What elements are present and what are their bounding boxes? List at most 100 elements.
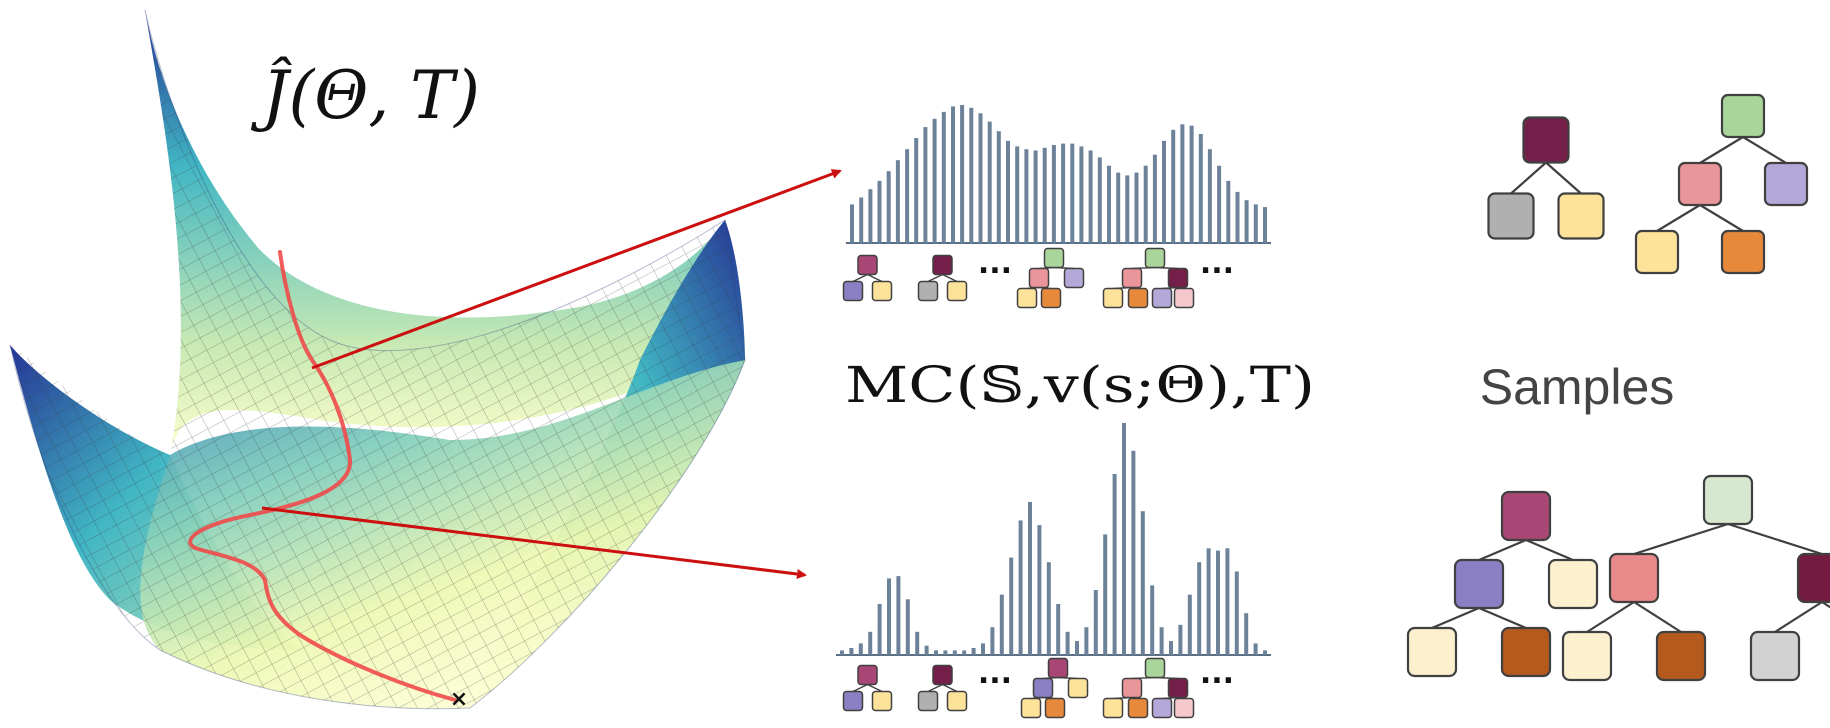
histogram-bar <box>952 650 957 655</box>
histogram-bar <box>941 111 946 244</box>
histogram-bar <box>1206 548 1211 655</box>
histogram-top <box>846 105 1271 244</box>
histogram-bar <box>896 576 901 655</box>
histogram-bar <box>1084 627 1089 655</box>
histogram-bar <box>1140 511 1145 655</box>
histogram-bar <box>905 149 910 243</box>
histogram-bar <box>1244 200 1249 243</box>
tree-node <box>1167 677 1189 699</box>
tree-edge <box>867 273 883 283</box>
histogram-bar <box>1171 129 1176 243</box>
tree-node <box>1043 247 1065 269</box>
tree-edge <box>1478 606 1527 630</box>
histogram-bar <box>934 650 938 655</box>
tree-node <box>1749 630 1801 682</box>
histogram-bar <box>1125 175 1130 243</box>
tree-edge <box>942 273 958 283</box>
histogram-bar <box>1150 585 1155 655</box>
tree-edge <box>1633 601 1682 633</box>
tree-node <box>857 664 878 686</box>
tree-node <box>917 280 939 302</box>
tree-node <box>917 690 939 712</box>
tree-edge <box>1727 522 1823 556</box>
histogram-bar <box>905 599 910 655</box>
sample-trees-top-right <box>1487 93 1809 275</box>
mini-sample-tree <box>842 664 893 712</box>
histogram-bar <box>1207 149 1212 243</box>
histogram-bar <box>1015 146 1020 243</box>
tree-edge <box>1633 522 1729 556</box>
mini-sample-tree <box>1016 247 1085 309</box>
histogram-bar <box>850 204 854 243</box>
histogram-bar <box>1056 604 1061 655</box>
histogram-bar <box>1028 501 1032 655</box>
tree-node <box>1167 267 1189 289</box>
mini-sample-tree <box>917 664 968 712</box>
histogram-bar <box>1065 631 1070 655</box>
histogram-bar <box>996 131 1001 243</box>
histogram-bar <box>1235 191 1240 243</box>
histogram-bar <box>1033 150 1038 243</box>
tree-node <box>932 664 953 686</box>
tree-edge <box>1821 601 1830 609</box>
tree-node <box>1020 697 1042 719</box>
histogram-bar <box>1159 627 1164 655</box>
tree-node <box>1040 287 1062 309</box>
mc-label: MC(𝕊,v(s;Θ),T) <box>845 356 1315 414</box>
tree-edge <box>942 683 958 693</box>
mini-sample-tree <box>842 254 893 302</box>
tree-node <box>1151 697 1173 719</box>
tree-node <box>932 254 953 276</box>
histogram-bar <box>1006 140 1010 243</box>
sample-tree <box>1406 490 1599 678</box>
tree-node <box>871 280 893 302</box>
optimization-path <box>188 250 457 702</box>
histogram-bar <box>859 197 864 243</box>
tree-node <box>1044 697 1066 719</box>
tree-node <box>1500 490 1552 542</box>
tree-node <box>1151 287 1173 309</box>
histogram-bar <box>1234 571 1239 655</box>
histogram-bar <box>1051 145 1056 243</box>
tree-node <box>1173 697 1195 719</box>
tree-node <box>1067 677 1089 699</box>
histogram-bar <box>868 189 873 243</box>
tree-node <box>1561 630 1613 682</box>
histogram-bar <box>1061 143 1066 243</box>
histogram-bar <box>1009 557 1014 655</box>
histogram-bar <box>1134 172 1139 243</box>
histogram-bar <box>1187 594 1192 655</box>
tree-node <box>1547 558 1599 610</box>
tree-node <box>1796 552 1830 604</box>
mini-sample-tree <box>917 254 968 302</box>
tree-node <box>1102 287 1124 309</box>
mini-sample-tree <box>1102 657 1195 719</box>
histogram-bar <box>1217 165 1222 243</box>
tree-node <box>1016 287 1038 309</box>
tree-node <box>1720 229 1766 275</box>
histogram-bar <box>981 643 985 655</box>
histogram-bar <box>877 180 882 243</box>
tree-node <box>1102 697 1124 719</box>
tree-edge <box>852 273 868 283</box>
tree-edge <box>1545 161 1582 195</box>
tree-node <box>1453 558 1505 610</box>
histogram-bar <box>1097 157 1102 243</box>
histogram-bar <box>1198 134 1203 243</box>
histogram-bar <box>1075 641 1079 655</box>
histogram-bar <box>915 631 920 655</box>
histogram-bar <box>987 121 992 243</box>
histogram-bar <box>1189 125 1194 243</box>
histogram-bar <box>1037 525 1042 655</box>
tree-node <box>1557 192 1605 240</box>
samples-label: Samples <box>1480 359 1675 415</box>
histogram-bar <box>971 648 976 655</box>
histogram-bar <box>1152 154 1157 243</box>
histogram-bar <box>923 127 928 243</box>
tree-node <box>1121 267 1143 289</box>
tree-node <box>1500 626 1552 678</box>
histogram-bar <box>877 604 882 655</box>
histogram-bar <box>1226 180 1231 243</box>
histogram-bar <box>1093 590 1098 655</box>
